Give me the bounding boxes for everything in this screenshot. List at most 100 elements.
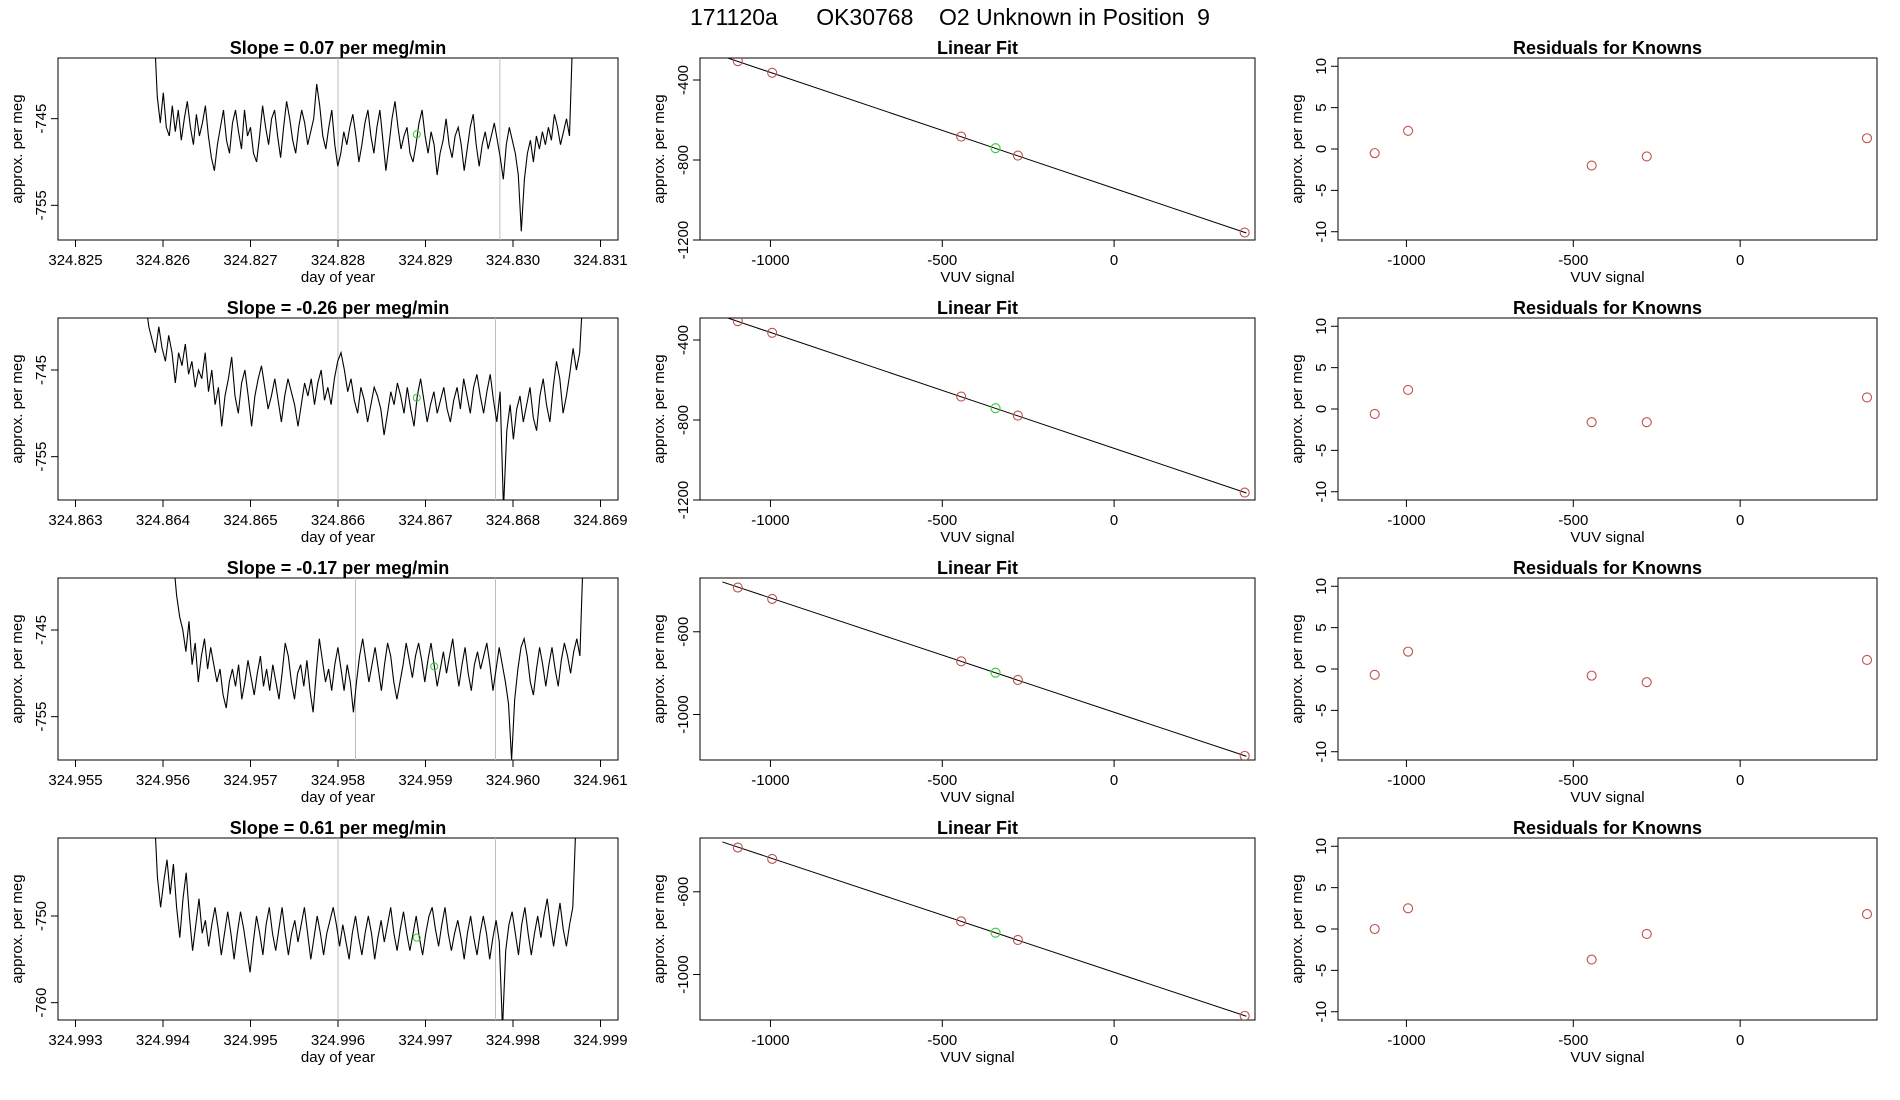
known-point [956, 131, 967, 142]
x-axis-label: VUV signal [940, 269, 1014, 286]
known-point [1369, 669, 1380, 680]
x-tick-label: 324.999 [573, 1032, 627, 1049]
x-tick-label: 0 [1110, 772, 1118, 789]
y-axis-label: approx. per meg [1289, 354, 1306, 463]
fit-line [726, 58, 1247, 234]
series-line [147, 318, 583, 500]
known-point [1239, 487, 1250, 498]
y-axis-label: approx. per meg [651, 874, 668, 983]
series-line [174, 578, 583, 760]
data-area [1369, 903, 1873, 965]
x-tick-label: -1000 [1387, 512, 1425, 529]
y-tick-label: -745 [33, 355, 50, 385]
x-tick-label: 324.865 [223, 512, 277, 529]
known-point [1369, 923, 1380, 935]
x-tick-label: 0 [1110, 512, 1118, 529]
plot-frame [1337, 317, 1878, 501]
panel-title: Slope = -0.17 per meg/min [227, 558, 450, 578]
x-tick-label: 0 [1736, 772, 1744, 789]
known-point [767, 593, 778, 604]
x-tick-label: -1000 [1387, 772, 1425, 789]
plot-frame [1337, 577, 1878, 761]
unknown-point [430, 662, 439, 671]
x-tick-label: 324.825 [48, 252, 102, 269]
plot-frame [699, 577, 1256, 761]
y-tick-label: 0 [1313, 925, 1330, 933]
x-tick-label: 324.868 [486, 512, 540, 529]
panel-title: Linear Fit [937, 38, 1018, 58]
x-axis-label: VUV signal [940, 1049, 1014, 1066]
data-area [1369, 125, 1873, 171]
y-axis-label: approx. per meg [9, 614, 26, 723]
chart-panel-0: Slope = 0.07 per meg/min 324.825 324.826 32… [9, 38, 628, 286]
x-tick-label: 324.827 [223, 252, 277, 269]
data-area [154, 58, 573, 240]
known-point [1861, 392, 1873, 403]
x-tick-label: 324.831 [573, 252, 627, 269]
x-tick-label: 324.957 [223, 772, 277, 789]
known-point [1641, 677, 1652, 688]
known-point [1861, 654, 1873, 665]
chart-panel-3: Slope = -0.26 per meg/min 324.863 324.864 3… [9, 298, 628, 546]
known-point [1586, 670, 1597, 681]
y-tick-label: -800 [675, 145, 692, 175]
x-tick-label: 324.995 [223, 1032, 277, 1049]
x-tick-label: -1000 [1387, 1032, 1425, 1049]
x-axis-label: day of year [301, 789, 375, 806]
panel-title: Residuals for Knowns [1513, 38, 1702, 58]
panel-title: Linear Fit [937, 298, 1018, 318]
x-tick-label: -1000 [1387, 252, 1425, 269]
x-tick-label: 324.826 [136, 252, 190, 269]
y-axis-label: approx. per meg [1289, 874, 1306, 983]
known-point [1239, 227, 1250, 238]
y-axis-label: approx. per meg [9, 874, 26, 983]
x-tick-label: 324.867 [398, 512, 452, 529]
known-point [1586, 417, 1597, 428]
x-axis-label: VUV signal [940, 529, 1014, 546]
y-tick-label: -10 [1313, 1001, 1330, 1023]
panel-title: Linear Fit [937, 558, 1018, 578]
panel-title: Slope = 0.61 per meg/min [230, 818, 447, 838]
x-tick-label: 324.994 [136, 1032, 190, 1049]
known-point [1403, 384, 1414, 396]
x-tick-label: 324.959 [398, 772, 452, 789]
y-tick-label: 10 [1313, 318, 1330, 335]
plot-frame [1337, 57, 1878, 241]
chart-panel-10: Linear Fit -1000 -500 0 -600 -1000 VUV signal a… [651, 818, 1256, 1066]
x-tick-label: -500 [927, 772, 957, 789]
data-area [726, 58, 1250, 238]
y-tick-label: -755 [33, 190, 50, 220]
y-tick-label: -5 [1313, 704, 1330, 717]
y-tick-label: -1200 [675, 481, 692, 519]
plot-frame [57, 577, 619, 761]
known-point [1586, 954, 1597, 965]
chart-panel-9: Slope = 0.61 per meg/min 324.993 324.994 32… [9, 818, 628, 1066]
known-point [1369, 148, 1380, 159]
data-area [174, 578, 583, 760]
x-tick-label: 324.993 [48, 1032, 102, 1049]
known-point [1403, 903, 1414, 914]
series-line [154, 58, 573, 232]
unknown-point [990, 143, 1001, 154]
x-axis-label: day of year [301, 269, 375, 286]
known-point [1012, 934, 1023, 946]
x-tick-label: 324.958 [311, 772, 365, 789]
y-tick-label: -745 [33, 104, 50, 134]
fit-line [722, 841, 1247, 1017]
x-tick-label: 324.866 [311, 512, 365, 529]
y-tick-label: -600 [675, 877, 692, 907]
known-point [732, 58, 743, 67]
plot-frame [699, 837, 1256, 1021]
x-axis-label: VUV signal [940, 789, 1014, 806]
fit-line [726, 318, 1247, 494]
known-point [1012, 410, 1023, 421]
x-tick-label: -500 [1558, 512, 1588, 529]
x-axis-label: VUV signal [1570, 1049, 1644, 1066]
panel-title: Slope = 0.07 per meg/min [230, 38, 447, 58]
x-tick-label: 0 [1736, 252, 1744, 269]
x-tick-label: 324.830 [486, 252, 540, 269]
figure-title: 171120a OK30768 O2 Unknown in Position 9 [690, 4, 1210, 30]
known-point [1012, 674, 1023, 686]
y-axis-label: approx. per meg [651, 354, 668, 463]
x-tick-label: -1000 [751, 512, 789, 529]
